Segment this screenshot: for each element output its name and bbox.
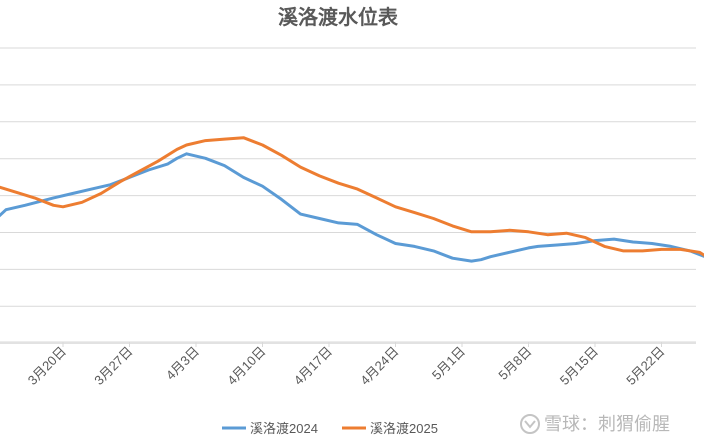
series-line-2 bbox=[0, 136, 704, 257]
x-tick-label: 5月1日 bbox=[429, 344, 468, 383]
gridlines bbox=[0, 47, 696, 344]
watermark: 雪球：刺猬偷腥 bbox=[520, 414, 670, 435]
legend-label-2: 溪洛渡2025 bbox=[370, 421, 438, 436]
x-tick-label: 3月27日 bbox=[91, 344, 135, 388]
x-tick-label: 5月15日 bbox=[557, 344, 601, 388]
watermark-text: 雪球：刺猬偷腥 bbox=[544, 414, 670, 435]
x-tick-label: 4月10日 bbox=[224, 344, 268, 388]
x-tick-label: 4月24日 bbox=[357, 344, 401, 388]
x-axis-ticks: 3月20日 3月27日 4月3日 4月10日 4月17日 4月24日 5月1日 5月8日 5月1… bbox=[25, 342, 668, 388]
x-tick-label: 4月3日 bbox=[163, 344, 202, 383]
series-lines bbox=[0, 136, 704, 263]
x-tick-label: 5月8日 bbox=[495, 344, 534, 383]
legend-label-1: 溪洛渡2024 bbox=[250, 421, 318, 436]
xueqiu-logo-icon bbox=[520, 414, 540, 434]
x-tick-label: 3月20日 bbox=[25, 344, 69, 388]
legend: 溪洛渡2024 溪洛渡2025 bbox=[222, 421, 438, 436]
chart-title: 溪洛渡水位表 bbox=[278, 5, 399, 29]
x-tick-label: 5月22日 bbox=[623, 344, 667, 388]
x-tick-label: 4月17日 bbox=[291, 344, 335, 388]
